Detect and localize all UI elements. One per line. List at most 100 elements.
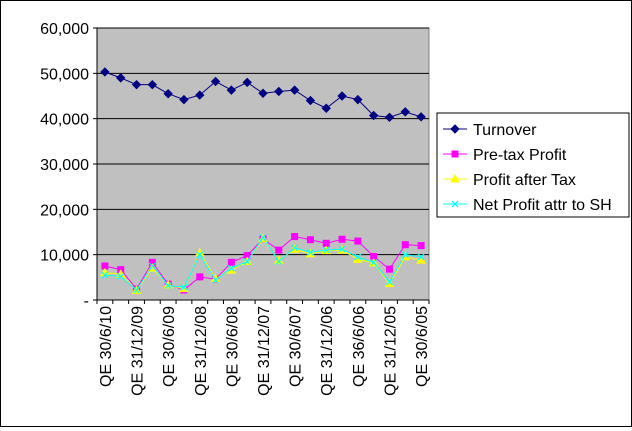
data-point — [195, 90, 205, 100]
data-point — [400, 107, 410, 117]
data-point — [370, 258, 378, 266]
data-point — [259, 234, 267, 241]
y-tick-label: 50,000 — [40, 66, 89, 83]
data-point — [384, 112, 395, 123]
data-point-stroke — [101, 271, 109, 279]
data-point — [416, 112, 426, 122]
data-point — [274, 86, 284, 97]
data-point — [354, 237, 362, 245]
legend-entry: Net Profit attr to SH — [443, 197, 612, 214]
data-point — [291, 244, 299, 252]
data-point — [101, 271, 109, 279]
y-tick-label: 30,000 — [40, 157, 89, 174]
data-point — [243, 258, 251, 265]
data-point — [275, 246, 283, 254]
data-point-stroke — [133, 286, 140, 294]
data-point-stroke — [227, 264, 235, 272]
legend-label: Profit after Tax — [473, 172, 576, 189]
data-point — [147, 79, 158, 90]
data-point — [417, 253, 425, 261]
legend-label: Net Profit attr to SH — [473, 197, 612, 214]
legend-entry: Pre-tax Profit — [443, 147, 567, 164]
data-point — [354, 253, 362, 261]
data-point — [210, 76, 221, 87]
y-tick-label: 40,000 — [40, 112, 89, 129]
data-point — [117, 273, 125, 280]
data-point-stroke — [386, 278, 393, 286]
data-point-stroke — [180, 283, 188, 291]
data-point — [338, 235, 346, 243]
x-tick-label: QE 31/12/05 — [382, 306, 399, 396]
data-point — [353, 94, 363, 105]
x-tick-label: QE 30/6/10 — [98, 306, 115, 387]
series — [100, 67, 426, 294]
x-tick-label: QE 30/6/07 — [288, 306, 305, 387]
data-point — [163, 89, 173, 99]
legend-entry: Profit after Tax — [443, 172, 576, 189]
x-tick-label: QE 36/6/06 — [351, 306, 368, 387]
legend-label: Pre-tax Profit — [473, 147, 567, 164]
data-point-stroke — [417, 253, 425, 261]
data-point — [307, 248, 314, 256]
data-point-stroke — [196, 251, 204, 259]
data-point — [450, 173, 460, 183]
data-point — [322, 239, 330, 247]
data-point — [131, 79, 142, 90]
y-tick-label: 60,000 — [40, 21, 89, 38]
data-point — [258, 88, 268, 98]
data-point — [179, 94, 189, 105]
data-point-stroke — [322, 246, 330, 254]
data-point — [417, 242, 425, 250]
data-point — [227, 258, 235, 266]
data-point — [180, 283, 188, 291]
data-point — [386, 278, 393, 286]
y-tick-label: 10,000 — [40, 248, 89, 265]
data-point — [242, 77, 252, 88]
data-point — [226, 85, 237, 95]
data-point-stroke — [307, 248, 314, 256]
data-point — [385, 265, 393, 273]
data-point-stroke — [117, 273, 125, 280]
x-tick-label: QE 30/6/08 — [224, 306, 241, 387]
data-point — [451, 150, 459, 158]
data-point — [368, 110, 379, 121]
series-3 — [101, 234, 425, 294]
data-point-stroke — [164, 282, 172, 289]
data-point — [321, 103, 331, 113]
x-tick-label: QE 31/12/06 — [319, 306, 336, 396]
data-point — [116, 73, 126, 83]
data-point — [322, 246, 330, 254]
legend-entry: Turnover — [443, 122, 537, 139]
data-point — [100, 67, 110, 77]
data-point — [148, 262, 156, 270]
data-point — [401, 241, 409, 249]
y-tick-label: - — [84, 293, 89, 310]
legend: Turnover Pre-tax Profit Profit after Tax Ne… — [436, 112, 630, 218]
data-point — [306, 236, 314, 244]
axes: - 10,000 20,000 30,000 40,000 50,000 60,000 QE … — [40, 21, 431, 396]
data-point — [337, 91, 347, 101]
data-point-stroke — [212, 276, 219, 284]
data-point — [291, 233, 299, 241]
data-point-stroke — [401, 251, 409, 259]
legend-box — [436, 112, 630, 218]
series-0 — [100, 67, 426, 123]
legend-label: Turnover — [473, 122, 537, 139]
data-point — [212, 276, 219, 284]
x-tick-label: QE 31/12/07 — [256, 306, 273, 396]
data-point — [451, 200, 459, 208]
data-point-stroke — [243, 258, 251, 265]
data-point-stroke — [354, 253, 362, 261]
data-point-stroke — [291, 244, 299, 252]
data-point-stroke — [338, 245, 346, 253]
data-point — [164, 282, 172, 289]
y-tick-label: 20,000 — [40, 202, 89, 219]
data-point — [401, 251, 409, 259]
data-point — [196, 251, 204, 259]
data-point-stroke — [370, 258, 378, 266]
data-point-stroke — [275, 258, 283, 265]
data-point — [133, 286, 140, 294]
data-point — [450, 124, 460, 134]
